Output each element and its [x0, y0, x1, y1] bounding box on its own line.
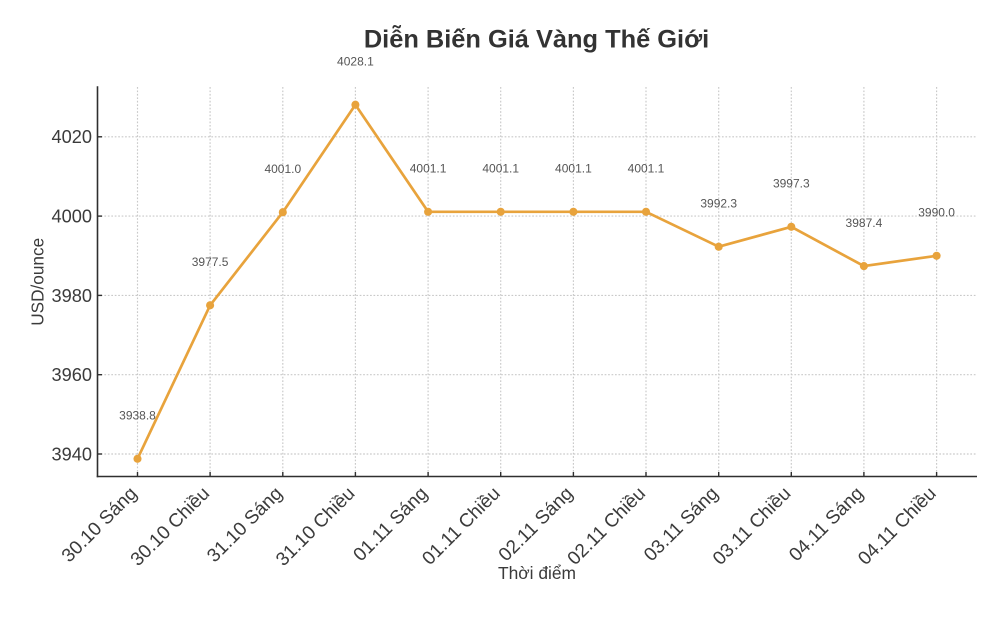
svg-text:3997.3: 3997.3: [773, 177, 810, 191]
svg-text:4028.1: 4028.1: [337, 55, 374, 69]
svg-text:3987.4: 3987.4: [846, 216, 883, 230]
svg-text:4020: 4020: [52, 127, 92, 147]
svg-text:3977.5: 3977.5: [192, 255, 229, 269]
svg-text:4001.1: 4001.1: [555, 162, 592, 176]
svg-text:3960: 3960: [52, 365, 92, 385]
svg-text:3980: 3980: [52, 286, 92, 306]
svg-text:4001.1: 4001.1: [410, 162, 447, 176]
svg-text:3990.0: 3990.0: [918, 206, 955, 220]
svg-text:4000: 4000: [52, 207, 92, 227]
svg-text:4001.0: 4001.0: [264, 162, 301, 176]
svg-text:Diễn Biến Giá Vàng Thế Giới: Diễn Biến Giá Vàng Thế Giới: [364, 24, 709, 54]
svg-text:4001.1: 4001.1: [482, 162, 519, 176]
svg-text:Thời điểm: Thời điểm: [498, 563, 576, 583]
svg-text:3992.3: 3992.3: [700, 197, 737, 211]
svg-text:USD/ounce: USD/ounce: [28, 238, 48, 326]
svg-text:3940: 3940: [52, 444, 92, 464]
svg-text:3938.8: 3938.8: [119, 409, 156, 423]
svg-text:4001.1: 4001.1: [628, 162, 665, 176]
